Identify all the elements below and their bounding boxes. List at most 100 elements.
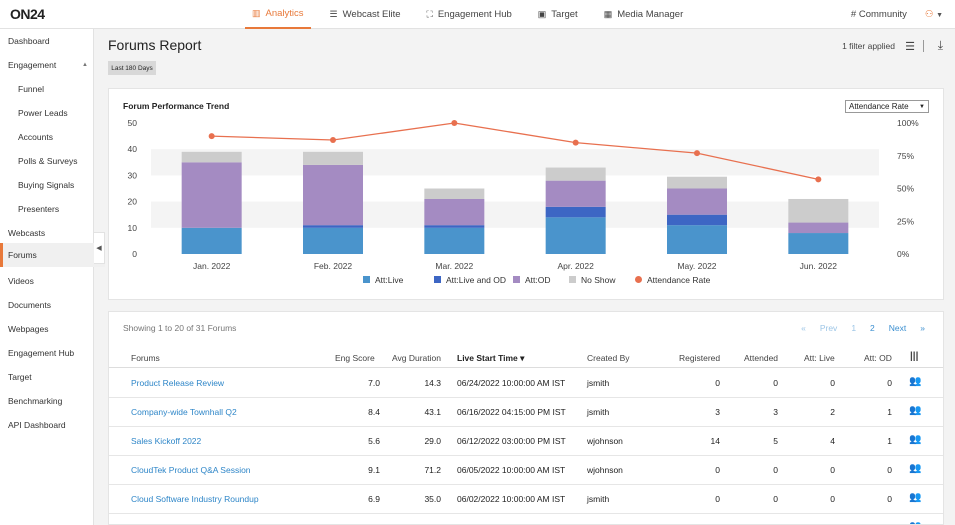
columns-icon[interactable]: ||| [910, 351, 919, 362]
bar-segment [303, 164, 363, 226]
table-row: Cloud Software Industry Roundup 6.9 35.0 06… [109, 485, 943, 514]
table-cell: 71.2 [424, 465, 441, 475]
legend-swatch [569, 276, 576, 283]
table-cell: 1 [887, 436, 892, 446]
attendees-icon[interactable]: 👥 [909, 376, 922, 387]
table-cell: 1 [887, 523, 892, 524]
sidebar-item-videos[interactable]: Videos [0, 269, 94, 293]
last-page-button[interactable]: » [920, 323, 925, 333]
col-attended[interactable]: Attended [744, 353, 779, 363]
bar-segment [788, 233, 849, 254]
col-created-by[interactable]: Created By [587, 353, 630, 363]
sidebar-item-label: Presenters [18, 204, 60, 214]
chevron-down-icon: ▼ [936, 12, 943, 19]
nav-webcast-elite[interactable]: ☰ Webcast Elite [323, 0, 408, 29]
table-cell: jsmith [587, 407, 610, 417]
bar-segment [667, 176, 727, 189]
nav-media-manager[interactable]: ▦ Media Manager [597, 0, 691, 29]
nav-analytics[interactable]: ▥ Analytics [245, 0, 311, 29]
attendance-rate-point [572, 139, 579, 146]
forum-name-link[interactable]: CloudTek Product Q&A Session [131, 465, 251, 475]
sidebar-item-label: Accounts [18, 132, 53, 142]
sidebar-item-webcasts[interactable]: Webcasts [0, 221, 94, 245]
attendance-rate-point [815, 176, 822, 183]
table-cell: 3 [715, 407, 720, 417]
filter-icon[interactable]: ☰ [905, 41, 915, 53]
attendees-icon[interactable]: 👥 [909, 521, 921, 524]
sidebar-item-documents[interactable]: Documents [0, 293, 94, 317]
caret-up-icon: ▲ [82, 62, 88, 68]
first-page-button[interactable]: « [801, 323, 806, 333]
metric-select[interactable]: Attendance Rate ▼ [845, 100, 929, 113]
sidebar-item-dashboard[interactable]: Dashboard [0, 29, 94, 53]
col-forums[interactable]: Forums [131, 353, 160, 363]
sidebar-item-polls-surveys[interactable]: Polls & Surveys [0, 149, 94, 173]
col-avg-duration[interactable]: Avg Duration [392, 353, 441, 363]
sidebar-item-label: Dashboard [8, 36, 50, 46]
attendance-rate-point [451, 120, 458, 126]
table-cell: 0 [715, 378, 720, 388]
sidebar-item-api-dashboard[interactable]: API Dashboard [0, 413, 94, 437]
target-icon: ▣ [537, 9, 547, 19]
collapse-sidebar-button[interactable]: ◀ [94, 232, 105, 264]
bar-segment [667, 188, 727, 215]
bar-segment [545, 167, 606, 181]
legend-label: Attendance Rate [647, 275, 711, 285]
sidebar-item-presenters[interactable]: Presenters [0, 197, 94, 221]
sidebar-item-benchmarking[interactable]: Benchmarking [0, 389, 94, 413]
attendees-icon[interactable]: 👥 [909, 405, 922, 416]
col-att-live[interactable]: Att: Live [804, 353, 835, 363]
sidebar-item-funnel[interactable]: Funnel [0, 77, 94, 101]
on24-logo[interactable]: ON24 [10, 6, 45, 22]
page-title: Forums Report [108, 37, 202, 53]
bar-segment [303, 151, 363, 165]
filter-status[interactable]: 1 filter applied [842, 41, 895, 51]
sidebar-item-target[interactable]: Target [0, 365, 94, 389]
sidebar-item-buying-signals[interactable]: Buying Signals [0, 173, 94, 197]
download-icon[interactable]: ⤓ [937, 38, 943, 52]
forum-name-link[interactable]: Product Release Review [131, 378, 225, 388]
chevron-down-icon: ▼ [919, 103, 925, 110]
nav-label: Engagement Hub [437, 9, 512, 20]
prev-page-button[interactable]: Prev [819, 323, 838, 333]
page-1-button[interactable]: 1 [851, 323, 857, 333]
sidebar-item-label: Polls & Surveys [18, 156, 78, 166]
sidebar-item-webpages[interactable]: Webpages [0, 317, 94, 341]
sidebar-item-engagement-hub[interactable]: Engagement Hub [0, 341, 94, 365]
x-tick-label: Jun. 2022 [800, 261, 838, 271]
forum-name-link[interactable]: Company-wide Townhall Q2 [131, 407, 237, 417]
table-cell: 4 [830, 436, 835, 446]
forum-name-link[interactable]: Product Release Review [131, 523, 224, 524]
sidebar-item-accounts[interactable]: Accounts [0, 125, 94, 149]
nav-target[interactable]: ▣ Target [531, 0, 585, 29]
col-registered[interactable]: Registered [679, 353, 721, 363]
col-live-start-time[interactable]: Live Start Time ▾ [457, 353, 525, 363]
attendees-icon[interactable]: 👥 [909, 434, 922, 445]
forum-name-link[interactable]: Cloud Software Industry Roundup [131, 494, 259, 504]
next-page-button[interactable]: Next [888, 323, 907, 333]
nav-engagement-hub[interactable]: ⛶ Engagement Hub [420, 0, 519, 29]
date-range-chip[interactable]: Last 180 Days [108, 61, 156, 75]
page-2-button[interactable]: 2 [870, 323, 875, 333]
sidebar-item-label: Funnel [18, 84, 44, 94]
bar-segment [181, 151, 242, 163]
sidebar: Dashboard Engagement ▲ Funnel Power Leads… [0, 29, 105, 525]
table-cell: wjohnson [587, 465, 623, 475]
sidebar-item-forums[interactable]: Forums [0, 243, 105, 267]
table-cell: 43.1 [424, 407, 441, 417]
attendees-icon[interactable]: 👥 [909, 492, 922, 503]
table-cell: 8.2 [368, 523, 380, 524]
attendance-rate-point [694, 150, 700, 157]
col-att-od[interactable]: Att: OD [864, 353, 892, 363]
forum-name-link[interactable]: Sales Kickoff 2022 [131, 436, 202, 446]
col-eng-score[interactable]: Eng Score [335, 353, 375, 363]
user-menu[interactable]: ⚇ ▼ [925, 9, 943, 20]
bar-segment [303, 227, 363, 254]
attendees-icon[interactable]: 👥 [909, 463, 922, 474]
sidebar-item-label: Engagement Hub [8, 348, 75, 358]
table-cell: 14.3 [424, 378, 441, 388]
sidebar-item-engagement[interactable]: Engagement ▲ [0, 53, 94, 77]
nav-label: Target [551, 9, 578, 20]
sidebar-item-power-leads[interactable]: Power Leads [0, 101, 94, 125]
community-link[interactable]: # Community [850, 9, 907, 20]
